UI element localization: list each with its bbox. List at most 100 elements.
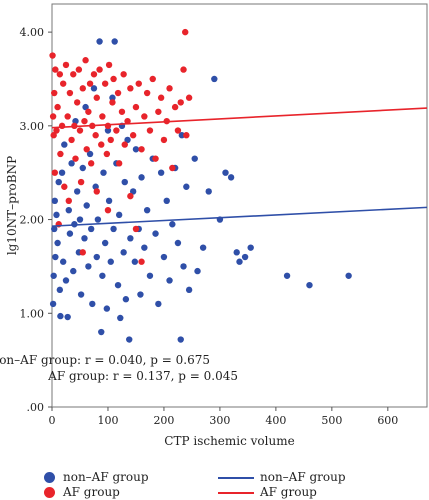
data-point xyxy=(114,89,122,97)
fit-line xyxy=(51,107,428,129)
data-point xyxy=(77,291,85,298)
data-point xyxy=(109,94,116,101)
data-point xyxy=(126,336,133,343)
data-point xyxy=(141,244,148,251)
data-point xyxy=(113,127,120,134)
data-point xyxy=(103,305,111,312)
data-point xyxy=(77,178,85,186)
data-point xyxy=(98,328,105,336)
data-point xyxy=(56,71,64,78)
data-point xyxy=(100,169,107,176)
data-point xyxy=(96,38,103,45)
data-point xyxy=(132,225,140,233)
x-tick-label: 100 xyxy=(97,414,118,427)
data-point xyxy=(99,272,106,279)
data-point xyxy=(61,141,68,148)
data-point xyxy=(146,127,154,134)
data-point xyxy=(68,136,75,144)
data-point xyxy=(101,80,109,87)
data-point xyxy=(131,258,139,265)
data-point xyxy=(101,239,109,247)
legend-item-line-af: AF group xyxy=(218,485,317,499)
data-point xyxy=(54,239,61,247)
data-point xyxy=(52,66,59,73)
data-point xyxy=(205,188,212,195)
data-point xyxy=(75,66,83,73)
data-point xyxy=(183,132,190,139)
data-point xyxy=(155,108,162,115)
data-point xyxy=(194,267,201,275)
data-point xyxy=(121,141,128,148)
data-point xyxy=(129,132,137,139)
data-point xyxy=(99,113,106,120)
data-point xyxy=(169,221,176,228)
data-point xyxy=(58,169,66,176)
data-point xyxy=(247,244,254,251)
data-point xyxy=(50,132,57,139)
x-tick-label: 300 xyxy=(209,414,230,427)
plot-area-frame xyxy=(51,3,428,408)
data-point xyxy=(57,312,64,320)
data-point xyxy=(127,192,134,200)
data-point xyxy=(138,174,145,181)
legend-swatch-nonaf-dot xyxy=(44,472,55,483)
x-tick-label: 200 xyxy=(153,414,174,427)
legend-label-line-af: AF group xyxy=(260,485,317,499)
data-point xyxy=(76,216,84,223)
data-point xyxy=(227,174,235,181)
data-point xyxy=(56,286,64,294)
data-point xyxy=(115,160,123,167)
data-point xyxy=(52,253,59,261)
data-point xyxy=(306,281,313,289)
data-point xyxy=(86,150,94,158)
data-point xyxy=(132,103,140,111)
annotation-af: AF group: r = 0.137, p = 0.045 xyxy=(47,369,238,383)
data-point xyxy=(79,164,86,172)
data-point xyxy=(64,113,71,120)
legend-swatch-af-line xyxy=(218,491,254,494)
data-point xyxy=(49,113,57,120)
x-tick-label: 0 xyxy=(49,414,56,427)
data-point xyxy=(122,296,130,303)
data-point xyxy=(62,277,70,284)
data-point xyxy=(54,103,61,111)
data-point xyxy=(87,160,95,167)
data-point xyxy=(70,71,77,78)
data-point xyxy=(104,122,112,130)
data-point xyxy=(110,75,117,83)
data-point xyxy=(72,155,79,162)
data-point xyxy=(79,85,86,92)
data-point xyxy=(185,94,193,101)
data-point xyxy=(105,61,113,69)
data-point xyxy=(81,235,88,242)
data-point xyxy=(82,57,89,64)
data-point xyxy=(53,211,60,219)
legend-item-dot-af: AF group xyxy=(44,485,120,499)
data-point xyxy=(178,132,186,139)
y-tick-label: 3.00 xyxy=(20,120,45,133)
data-point xyxy=(82,103,89,111)
x-tick-label: 400 xyxy=(265,414,286,427)
legend-label-dot-nonaf: non–AF group xyxy=(63,470,149,484)
y-tick-label: 1.00 xyxy=(20,307,45,320)
data-point xyxy=(141,113,148,120)
data-point xyxy=(107,258,114,265)
data-point xyxy=(127,235,134,242)
data-point xyxy=(111,38,118,45)
data-point xyxy=(61,183,68,190)
data-point xyxy=(51,169,58,176)
data-point xyxy=(124,136,131,144)
data-point xyxy=(57,150,64,158)
legend-swatch-nonaf-line xyxy=(218,476,254,479)
y-axis-label: lg10NT–proBNP xyxy=(5,156,19,255)
data-point xyxy=(79,249,86,256)
data-point xyxy=(73,188,81,195)
data-point xyxy=(124,117,131,125)
x-tick-label: 500 xyxy=(321,414,342,427)
data-point xyxy=(89,300,96,308)
data-point xyxy=(138,258,145,265)
data-point xyxy=(182,28,189,36)
data-point xyxy=(191,155,198,162)
data-point xyxy=(211,75,218,83)
data-point xyxy=(180,263,187,270)
